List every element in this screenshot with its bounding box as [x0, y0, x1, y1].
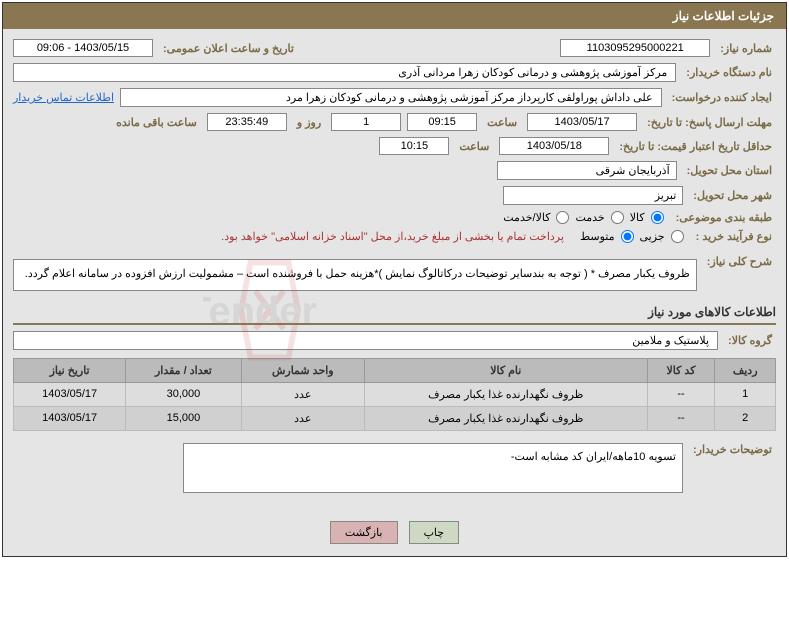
table-header: نام کالا — [365, 358, 648, 382]
page-header: جزئیات اطلاعات نیاز — [3, 3, 786, 29]
radio-goods[interactable] — [651, 211, 664, 224]
validity-time: 10:15 — [379, 137, 449, 155]
group-label: گروه کالا: — [724, 334, 776, 347]
buyer-notes-value: تسویه 10ماهه/ایران کد مشابه است- — [183, 443, 683, 493]
days-label: روز و — [293, 116, 325, 129]
general-desc-label: شرح کلی نیاز: — [703, 255, 776, 268]
table-header: تعداد / مقدار — [126, 358, 241, 382]
payment-note: پرداخت تمام یا بخشی از مبلغ خرید،از محل … — [221, 230, 574, 243]
deadline-label: مهلت ارسال پاسخ: تا تاریخ: — [643, 116, 776, 129]
table-row: 2--ظروف نگهدارنده غذا یکبار مصرفعدد15,00… — [14, 406, 776, 430]
province-label: استان محل تحویل: — [683, 164, 776, 177]
group-value: پلاستیک و ملامین — [13, 331, 718, 350]
purchase-type-label: نوع فرآیند خرید : — [692, 230, 776, 243]
table-header: کد کالا — [647, 358, 715, 382]
table-cell: -- — [647, 382, 715, 406]
province-value: آذربایجان شرقی — [497, 161, 677, 180]
table-row: 1--ظروف نگهدارنده غذا یکبار مصرفعدد30,00… — [14, 382, 776, 406]
radio-minor-label: جزیی — [640, 230, 665, 243]
deadline-time: 09:15 — [407, 113, 477, 131]
table-cell: 1403/05/17 — [14, 382, 126, 406]
radio-medium-label: متوسط — [580, 230, 615, 243]
back-button[interactable]: بازگشت — [330, 521, 398, 544]
print-button[interactable]: چاپ — [409, 521, 460, 544]
buyer-org-value: مرکز آموزشی پژوهشی و درمانی کودکان زهرا … — [13, 63, 676, 82]
table-cell: عدد — [241, 406, 364, 430]
radio-goods-label: کالا — [630, 211, 645, 224]
category-label: طبقه بندی موضوعی: — [672, 211, 776, 224]
items-section-title: اطلاعات کالاهای مورد نیاز — [13, 305, 776, 325]
need-number-value: 1103095295000221 — [560, 39, 710, 57]
table-cell: 1 — [715, 382, 776, 406]
buyer-contact-link[interactable]: اطلاعات تماس خریدار — [13, 91, 114, 104]
buyer-notes-label: توضیحات خریدار: — [689, 443, 776, 456]
radio-both-label: کالا/خدمت — [503, 211, 550, 224]
countdown: 23:35:49 — [207, 113, 287, 131]
city-value: تبریز — [503, 186, 683, 205]
radio-service[interactable] — [611, 211, 624, 224]
table-cell: ظروف نگهدارنده غذا یکبار مصرف — [365, 406, 648, 430]
deadline-date: 1403/05/17 — [527, 113, 637, 131]
requester-value: علی داداش پوراولقی کارپرداز مرکز آموزشی … — [120, 88, 662, 107]
general-desc-value: ظروف یکبار مصرف * ( توجه به بندسایر توضی… — [13, 259, 697, 291]
table-header: واحد شمارش — [241, 358, 364, 382]
table-cell: -- — [647, 406, 715, 430]
radio-service-label: خدمت — [575, 211, 604, 224]
announce-date-value: 1403/05/15 - 09:06 — [13, 39, 153, 57]
validity-date: 1403/05/18 — [499, 137, 609, 155]
purchase-type-radios[interactable]: جزیی متوسط — [580, 230, 686, 243]
table-cell: عدد — [241, 382, 364, 406]
table-cell: 30,000 — [126, 382, 241, 406]
radio-minor[interactable] — [671, 230, 684, 243]
table-cell: 2 — [715, 406, 776, 430]
validity-label: حداقل تاریخ اعتبار قیمت: تا تاریخ: — [615, 140, 776, 153]
table-header: تاریخ نیاز — [14, 358, 126, 382]
table-header: ردیف — [715, 358, 776, 382]
announce-date-label: تاریخ و ساعت اعلان عمومی: — [159, 42, 298, 55]
table-cell: 1403/05/17 — [14, 406, 126, 430]
category-radios[interactable]: کالا خدمت کالا/خدمت — [503, 211, 665, 224]
radio-medium[interactable] — [621, 230, 634, 243]
deadline-days: 1 — [331, 113, 401, 131]
table-cell: 15,000 — [126, 406, 241, 430]
validity-time-label: ساعت — [455, 140, 493, 153]
requester-label: ایجاد کننده درخواست: — [668, 91, 776, 104]
table-cell: ظروف نگهدارنده غذا یکبار مصرف — [365, 382, 648, 406]
need-number-label: شماره نیاز: — [716, 42, 776, 55]
remaining-label: ساعت باقی مانده — [112, 116, 201, 129]
items-table: ردیفکد کالانام کالاواحد شمارشتعداد / مقد… — [13, 358, 776, 431]
buyer-org-label: نام دستگاه خریدار: — [682, 66, 776, 79]
radio-both[interactable] — [556, 211, 569, 224]
city-label: شهر محل تحویل: — [689, 189, 776, 202]
deadline-time-label: ساعت — [483, 116, 521, 129]
